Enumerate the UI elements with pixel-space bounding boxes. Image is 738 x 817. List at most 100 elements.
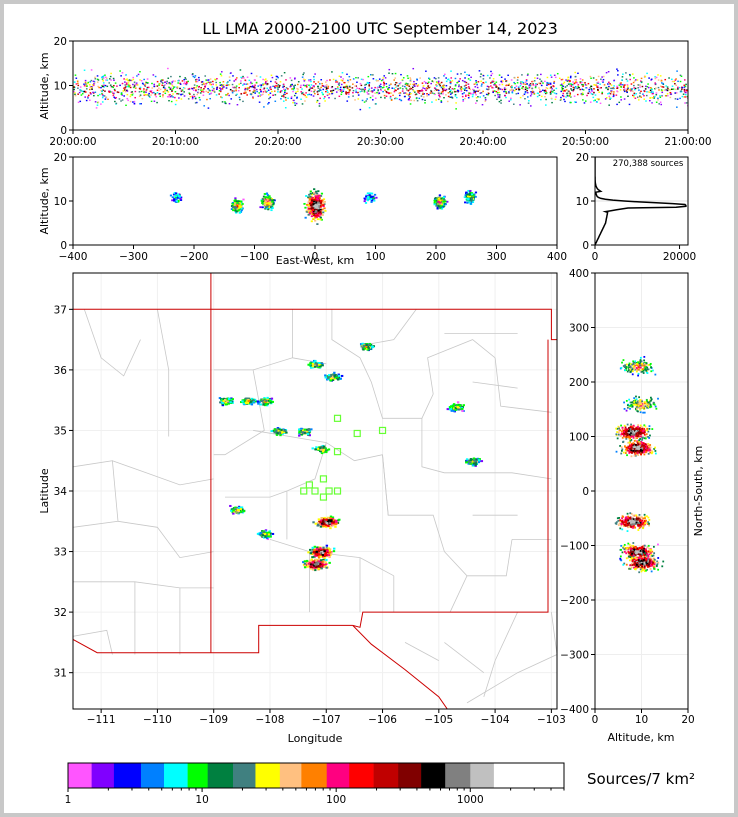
- time-height-point: [521, 87, 523, 89]
- time-height-point: [92, 91, 94, 94]
- county-border: [404, 642, 439, 661]
- time-height-point: [79, 89, 82, 91]
- east-west-point: [308, 193, 311, 196]
- plan-view-point: [365, 347, 368, 350]
- plan-view-point: [229, 401, 232, 404]
- plan-view-point: [319, 525, 323, 528]
- plan-view-point: [457, 406, 461, 409]
- time-height-point: [528, 84, 531, 86]
- time-height-point: [191, 97, 194, 99]
- east-west-point: [315, 206, 318, 208]
- time-height-point: [433, 87, 436, 89]
- east-west-point: [233, 205, 237, 208]
- time-height-point: [390, 99, 393, 101]
- plan-view-point: [325, 518, 328, 521]
- time-height-point: [640, 90, 642, 93]
- time-height-point: [427, 81, 430, 83]
- plan-view-point: [221, 404, 224, 407]
- time-height-point: [96, 104, 99, 106]
- plan-view-point: [325, 522, 329, 525]
- time-height-point: [458, 80, 460, 82]
- plan-view-point: [366, 345, 370, 348]
- time-height-point: [428, 77, 430, 79]
- time-height-point: [283, 96, 285, 98]
- time-height-point: [405, 84, 408, 86]
- time-height-point: [244, 90, 247, 93]
- time-height-point: [586, 94, 588, 97]
- time-height-point: [367, 75, 370, 78]
- time-height-point: [454, 95, 457, 97]
- time-height-point: [161, 79, 164, 81]
- time-height-point: [555, 87, 558, 90]
- time-height-point: [231, 83, 234, 86]
- plan-view-point: [365, 344, 368, 347]
- east-west-point: [241, 203, 244, 205]
- time-height-point: [396, 85, 398, 87]
- time-height-point: [674, 79, 677, 81]
- time-height-point: [178, 97, 180, 99]
- time-height-point: [364, 86, 366, 89]
- time-height-point: [346, 85, 348, 88]
- time-height-point: [115, 102, 118, 105]
- time-height-point: [667, 88, 669, 90]
- time-height-point: [609, 83, 611, 85]
- time-height-point: [524, 91, 527, 93]
- time-height-point: [555, 92, 558, 95]
- time-height-point: [339, 88, 342, 91]
- time-height-point: [161, 84, 164, 86]
- time-height-point: [524, 91, 527, 94]
- time-height-point: [437, 77, 440, 79]
- time-height-point: [637, 96, 640, 99]
- time-height-point: [683, 90, 686, 92]
- time-height-point: [403, 92, 406, 94]
- time-height-point: [610, 90, 613, 92]
- plan-view-point: [311, 365, 315, 368]
- time-height-point: [574, 71, 577, 74]
- time-height-point: [500, 102, 502, 104]
- time-height-point: [465, 95, 467, 97]
- time-height-point: [122, 90, 125, 92]
- time-height-point: [639, 86, 641, 88]
- state-border: [73, 624, 353, 654]
- time-height-point: [96, 75, 99, 77]
- time-height-point: [132, 76, 135, 79]
- time-height-point: [301, 92, 304, 94]
- time-height-point: [340, 76, 342, 78]
- time-height-point: [368, 84, 370, 86]
- time-height-point: [568, 80, 571, 82]
- x-tick-label: −300: [119, 251, 148, 263]
- time-height-point: [308, 80, 310, 82]
- time-height-point: [530, 93, 533, 95]
- time-height-point: [330, 90, 332, 92]
- time-height-point: [444, 73, 446, 76]
- time-height-point: [143, 93, 146, 96]
- time-height-point: [139, 71, 141, 73]
- county-border: [370, 381, 434, 419]
- time-height-point: [85, 88, 88, 90]
- time-height-point: [102, 80, 104, 82]
- time-height-point: [384, 77, 387, 79]
- time-height-point: [317, 87, 320, 90]
- time-height-point: [418, 90, 421, 92]
- time-height-point: [328, 93, 331, 95]
- time-height-point: [308, 84, 310, 86]
- plan-view-point: [327, 524, 330, 527]
- time-height-point: [509, 89, 512, 92]
- time-height-point: [368, 107, 371, 109]
- east-west-point: [314, 191, 317, 194]
- time-height-point: [220, 75, 223, 77]
- time-height-point: [671, 88, 673, 90]
- x-tick-label: 20:30:00: [357, 136, 404, 148]
- time-height-point: [507, 74, 509, 76]
- time-height-point: [435, 84, 437, 86]
- time-height-point: [316, 99, 319, 102]
- time-height-point: [243, 92, 245, 94]
- time-height-point: [194, 75, 197, 77]
- time-height-point: [617, 74, 619, 76]
- time-height-point: [148, 95, 151, 98]
- plan-view-point: [249, 400, 252, 403]
- time-height-point: [451, 80, 454, 82]
- time-height-point: [422, 92, 424, 94]
- x-tick-label: −200: [180, 251, 209, 263]
- time-height-point: [254, 88, 257, 90]
